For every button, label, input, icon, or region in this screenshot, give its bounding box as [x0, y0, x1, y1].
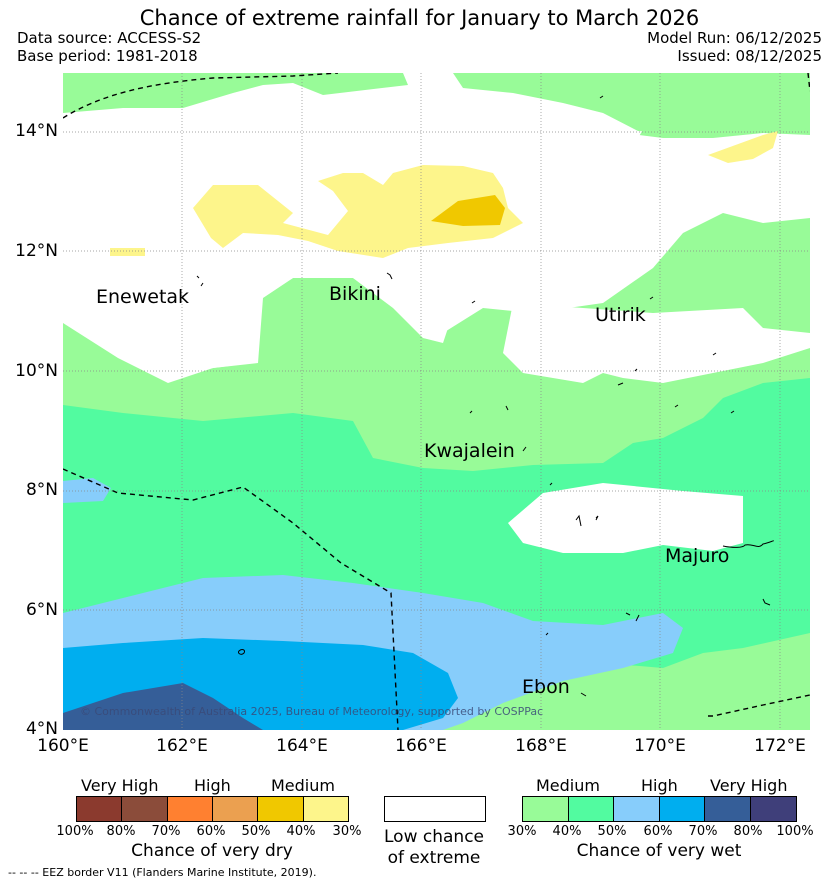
- wet-tick-50: 50%: [597, 824, 627, 839]
- wet-tick-30: 30%: [507, 824, 537, 839]
- wet-swatch-80-100: [750, 797, 796, 821]
- place-utirik: Utirik: [595, 304, 646, 326]
- wet-tick-80: 80%: [733, 824, 763, 839]
- x-tick-166e: 166°E: [395, 736, 447, 756]
- map-canvas: [63, 73, 810, 730]
- medium-dry-speck: [110, 248, 145, 256]
- dry-tick-30: 30%: [332, 824, 362, 839]
- model-run: Model Run: 06/12/2025: [647, 29, 822, 47]
- x-tick-172e: 172°E: [754, 736, 806, 756]
- data-source: Data source: ACCESS-S2: [17, 29, 202, 47]
- eez-border-note: -- -- -- EEZ border V11 (Flanders Marine…: [8, 866, 317, 879]
- low-chance-label-1: Low chance: [384, 827, 484, 847]
- dry-tick-100: 100%: [56, 824, 94, 839]
- wet-tick-40: 40%: [552, 824, 582, 839]
- wet-legend-label: Chance of very wet: [576, 841, 742, 861]
- dry-swatch-40-30: [303, 797, 348, 821]
- wet-swatch-70-80: [705, 797, 751, 821]
- wet-swatch-30-40: [523, 797, 569, 821]
- wet-header-medium: Medium: [536, 776, 600, 795]
- y-tick-8n: 8°N: [25, 480, 58, 500]
- dry-legend-label: Chance of very dry: [131, 841, 293, 861]
- wet-swatch-50-60: [614, 797, 660, 821]
- wet-70-zone: [63, 683, 263, 730]
- wet-header-high: High: [641, 776, 678, 795]
- dry-header-high: High: [194, 776, 231, 795]
- low-chance-swatch: [384, 796, 486, 822]
- place-bikini: Bikini: [329, 283, 381, 305]
- dry-header-medium: Medium: [271, 776, 335, 795]
- y-tick-12n: 12°N: [15, 241, 58, 261]
- dry-header-very-high: Very High: [81, 776, 159, 795]
- low-chance-clearing-southeast: [508, 483, 743, 553]
- dry-colorbar: [76, 796, 349, 822]
- wet-tick-60: 60%: [643, 824, 673, 839]
- dry-swatch-70-60: [167, 797, 213, 821]
- map-title: Chance of extreme rainfall for January t…: [139, 6, 700, 30]
- y-tick-4n: 4°N: [25, 719, 58, 739]
- y-tick-14n: 14°N: [15, 121, 58, 141]
- medium-dry-zone-north: [193, 165, 523, 258]
- wet-swatch-60-70: [659, 797, 705, 821]
- atolls: [196, 95, 774, 697]
- wet-tick-100: 100%: [776, 824, 814, 839]
- y-tick-10n: 10°N: [15, 361, 58, 381]
- dry-swatch-50-40: [258, 797, 304, 821]
- issued-date: Issued: 08/12/2025: [677, 47, 822, 65]
- dry-swatch-80-70: [122, 797, 168, 821]
- place-majuro: Majuro: [665, 545, 730, 567]
- dry-tick-80: 80%: [106, 824, 136, 839]
- dry-swatch-100-80: [77, 797, 123, 821]
- medium-dry-zone-east: [708, 131, 778, 163]
- low-chance-clearing-east: [503, 303, 810, 383]
- medium-wet-northeast: [453, 73, 810, 133]
- dry-tick-50: 50%: [241, 824, 271, 839]
- y-tick-6n: 6°N: [25, 600, 58, 620]
- copyright-notice: © Commonwealth of Australia 2025, Bureau…: [80, 705, 544, 718]
- dry-tick-60: 60%: [196, 824, 226, 839]
- x-tick-162e: 162°E: [156, 736, 208, 756]
- x-tick-168e: 168°E: [515, 736, 567, 756]
- medium-wet-north: [63, 73, 408, 113]
- dry-tick-40: 40%: [286, 824, 316, 839]
- dry-tick-70: 70%: [151, 824, 181, 839]
- place-ebon: Ebon: [522, 676, 570, 698]
- wet-tick-70: 70%: [688, 824, 718, 839]
- x-tick-160e: 160°E: [37, 736, 89, 756]
- low-chance-label-2: of extreme: [387, 848, 481, 868]
- wet-colorbar: [522, 796, 797, 822]
- x-tick-164e: 164°E: [276, 736, 328, 756]
- dry-swatch-60-50: [212, 797, 259, 821]
- base-period: Base period: 1981-2018: [17, 47, 198, 65]
- wet-swatch-40-50: [568, 797, 614, 821]
- x-tick-170e: 170°E: [634, 736, 686, 756]
- rainfall-map[interactable]: [63, 73, 810, 730]
- low-chance-swatch-fill: [385, 797, 485, 821]
- place-kwajalein: Kwajalein: [424, 440, 515, 462]
- place-enewetak: Enewetak: [96, 286, 190, 308]
- medium-dry-core: [431, 195, 505, 226]
- wet-header-very-high: Very High: [710, 776, 788, 795]
- eez-border: [63, 73, 810, 730]
